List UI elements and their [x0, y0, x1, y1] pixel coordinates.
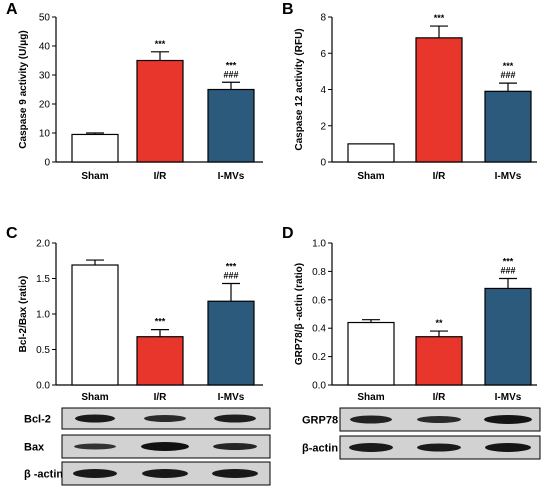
blot-band: [349, 443, 393, 452]
panel-d-category-label: I/R: [433, 392, 447, 403]
panel-c-y-axis-label: Bcl-2/Bax (ratio): [18, 276, 29, 353]
blot-row-label: Bcl-2: [24, 414, 51, 426]
panel-c-bar-ir: [136, 336, 184, 386]
panel-b-category-label: Sham: [357, 171, 384, 182]
blot-band: [350, 415, 392, 424]
panel-a-category-label: Sham: [81, 171, 108, 182]
panel-d-y-tick-label: 0.2: [312, 352, 326, 363]
panel-d-bar-ir: [415, 336, 463, 386]
panel-c-category-label: Sham: [81, 392, 108, 403]
panel-b-chart: 0 2 4 6 8 Caspase 12 activity (RFU) Sham *** I/R…: [294, 13, 537, 182]
panel-b-y-tick-label: 8: [320, 13, 326, 24]
blot-band: [417, 443, 461, 452]
blot-band: [144, 415, 186, 422]
panel-b-bar-ir: [415, 37, 463, 163]
panel-d-blot: GRP78 β-actin: [302, 407, 541, 460]
panel-a-category-label: I/R: [154, 171, 168, 182]
panel-b-category-label: I-MVs: [495, 171, 522, 182]
panel-a-bar-imvs: [207, 88, 255, 163]
panel-a-y-axis-label: Caspase 9 activity (U/μg): [18, 30, 29, 148]
panel-d-significance-mark: ***: [503, 257, 514, 267]
panel-b-y-tick-label: 6: [320, 49, 326, 60]
panel-b-significance-mark: ###: [500, 70, 515, 80]
panel-d-significance-mark: ###: [500, 266, 515, 276]
panel-a-category-label: I-MVs: [218, 171, 245, 182]
panel-c-blot: Bcl-2 Bax β -actin: [24, 407, 271, 486]
blot-band: [73, 469, 117, 478]
panel-a-y-tick-label: 0: [44, 158, 50, 169]
panel-c-category-label: I/R: [154, 392, 168, 403]
blot-row-label: β -actin: [24, 469, 63, 481]
blot-band: [141, 442, 189, 451]
blot-band: [142, 469, 188, 478]
panel-c-y-tick-label: 1.5: [36, 274, 50, 285]
blot-band: [214, 414, 256, 423]
blot-band: [485, 443, 531, 452]
panel-label-b: B: [282, 1, 294, 18]
panel-c-y-tick-label: 1.0: [36, 310, 50, 321]
panel-b-bar-imvs: [484, 90, 532, 163]
panel-d-y-tick-label: 0.0: [312, 381, 326, 392]
panel-a-y-tick-label: 10: [39, 129, 51, 140]
blot-band: [213, 443, 257, 450]
panel-d-category-label: I-MVs: [495, 392, 522, 403]
panel-a-bar-ir: [136, 59, 184, 163]
panel-b-y-tick-label: 0: [320, 158, 326, 169]
blot-band: [75, 414, 115, 423]
panel-d-y-tick-label: 0.8: [312, 267, 326, 278]
blot-row-label: β-actin: [302, 443, 338, 455]
panel-a-y-tick-label: 20: [39, 100, 51, 111]
western-blot-group: Bcl-2 Bax β -actin GRP78 β-actin: [24, 407, 541, 486]
panel-b-y-tick-label: 2: [320, 121, 326, 132]
panel-b-category-label: I/R: [433, 171, 447, 182]
blot-row-label: Bax: [24, 442, 45, 454]
panel-d-y-tick-label: 1.0: [312, 239, 326, 250]
panel-c-y-tick-label: 0.0: [36, 381, 50, 392]
panel-b-y-axis-label: Caspase 12 activity (RFU): [294, 28, 305, 150]
panel-a-y-tick-label: 40: [39, 42, 51, 53]
panel-d-y-tick-label: 0.4: [312, 324, 326, 335]
panel-a-significance-mark: ***: [226, 60, 237, 70]
panel-c-y-tick-label: 0.5: [36, 345, 50, 356]
panel-label-a: A: [6, 1, 18, 18]
blot-band: [484, 415, 532, 424]
blot-band: [417, 416, 461, 423]
panel-c-chart: 0.0 0.5 1.0 1.5 2.0 Bcl-2/Bax (ratio) Sham *** I…: [18, 239, 263, 403]
panel-b-significance-mark: ***: [503, 61, 514, 71]
panel-b-bar-sham: [347, 143, 395, 163]
blot-row-label: GRP78: [302, 415, 338, 427]
panel-c-significance-mark: ###: [223, 270, 238, 280]
panel-label-d: D: [282, 225, 294, 242]
panel-d-y-axis-label: GRP78/β -actin (ratio): [294, 263, 305, 365]
panel-c-significance-mark: ***: [155, 317, 166, 327]
panel-c-significance-mark: ***: [226, 261, 237, 271]
panel-c-category-label: I-MVs: [218, 392, 245, 403]
panel-a-significance-mark: ###: [223, 69, 238, 79]
panel-d-y-tick-label: 0.6: [312, 295, 326, 306]
panel-d-bar-sham: [347, 321, 395, 386]
panel-b-y-tick-label: 4: [320, 85, 326, 96]
panel-c-bar-imvs: [207, 300, 255, 386]
blot-band: [74, 443, 116, 450]
panel-c-y-tick-label: 2.0: [36, 239, 50, 250]
panel-d-category-label: Sham: [357, 392, 384, 403]
blot-band: [212, 469, 258, 478]
panel-a-y-tick-label: 30: [39, 71, 51, 82]
panel-d-significance-mark: **: [435, 318, 443, 328]
panel-a-bar-sham: [71, 133, 119, 163]
panel-c-bar-sham: [71, 264, 119, 386]
panel-a-y-tick-label: 50: [39, 13, 51, 24]
panel-a-significance-mark: ***: [155, 39, 166, 49]
panel-d-bar-imvs: [484, 287, 532, 386]
panel-a-chart: 0 10 20 30 40 50 Caspase 9 activity (U/μg) Sham…: [18, 13, 263, 182]
panel-b-significance-mark: ***: [434, 13, 445, 23]
panel-label-c: C: [6, 225, 18, 242]
panel-d-chart: 0.0 0.2 0.4 0.6 0.8 1.0 GRP78/β -actin (ratio)…: [294, 239, 537, 403]
